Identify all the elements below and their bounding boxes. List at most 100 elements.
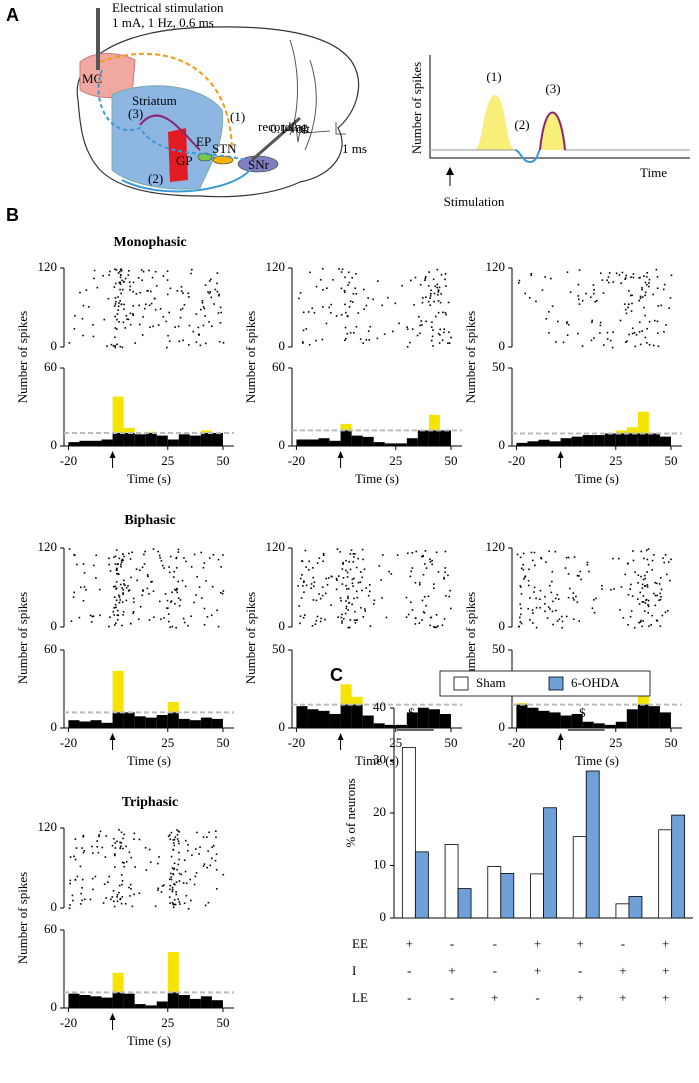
raster-dot [114, 555, 117, 558]
raster-dot [94, 875, 97, 878]
raster-dot [185, 894, 188, 897]
raster-dot [632, 550, 634, 552]
raster-dot [620, 586, 623, 588]
raster-dot [373, 599, 376, 602]
raster-dot [214, 859, 217, 862]
raster-dot [626, 562, 629, 565]
raster-dot [131, 905, 134, 908]
raster-dot [166, 607, 168, 609]
raster-dot [421, 619, 423, 621]
raster-dot [210, 857, 213, 860]
raster-dot [639, 295, 642, 298]
x-tick-label: 50 [664, 735, 677, 750]
raster-dot [174, 326, 176, 328]
raster-dot [422, 555, 425, 558]
condition-sign: + [448, 963, 455, 978]
raster-dot [338, 268, 340, 270]
raster-dot [114, 303, 117, 305]
raster-dot [572, 597, 574, 599]
condition-sign: + [534, 963, 541, 978]
raster-dot [519, 613, 522, 616]
raster-dot [437, 625, 439, 627]
raster-dot [527, 579, 530, 582]
raster-dot [114, 842, 117, 844]
raster-dot [123, 833, 125, 836]
bar [516, 704, 528, 728]
bar [362, 715, 374, 728]
raster-dot [619, 319, 622, 322]
pathway-1 [99, 52, 233, 151]
raster-dot [406, 328, 409, 331]
raster-dot [602, 292, 605, 294]
raster-dot [585, 292, 587, 295]
schematic-xlabel: Time [640, 165, 667, 180]
raster-dot [576, 574, 579, 577]
raster-dot [326, 287, 328, 290]
raster-dot [637, 598, 639, 600]
raster-dot [199, 846, 201, 849]
raster-dot [179, 903, 181, 905]
rec-electrode [251, 116, 301, 162]
raster-dot [644, 294, 646, 297]
raster-dot [71, 894, 74, 897]
raster-dot [177, 548, 180, 551]
raster-dot [198, 853, 200, 855]
raster-dot [128, 886, 130, 889]
raster-dot [121, 861, 124, 864]
raster-dot [638, 321, 641, 324]
stim-arrowhead [337, 733, 344, 740]
stim-title: Electrical stimulation [112, 0, 224, 15]
raster-dot [621, 271, 624, 274]
raster-dot [116, 614, 119, 617]
raster-dot [178, 872, 181, 875]
raster-dot [607, 281, 610, 284]
bar [145, 433, 157, 446]
raster-dot [117, 272, 120, 274]
raster-dot [158, 600, 161, 603]
raster-dot [143, 563, 146, 565]
raster-y-tick-label: 120 [486, 539, 506, 554]
raster-dot [182, 292, 184, 294]
raster-dot [116, 318, 118, 321]
raster-dot [168, 311, 171, 314]
raster-dot [522, 568, 525, 571]
raster-dot [188, 296, 190, 298]
raster-dot [158, 554, 161, 557]
raster-dot [97, 851, 100, 854]
bar [307, 709, 319, 728]
raster-dot [565, 615, 568, 618]
raster-dot [385, 616, 388, 619]
raster-dot [325, 577, 328, 580]
raster-y-tick-label: 0 [279, 338, 286, 353]
raster-dot [529, 618, 531, 621]
raster-dot [567, 323, 570, 326]
bar [406, 712, 418, 728]
raster-dot [123, 303, 125, 306]
raster-dot [304, 549, 307, 552]
raster-dot [593, 292, 595, 295]
bar [582, 721, 594, 728]
raster-dot [111, 844, 114, 847]
raster-dot [175, 891, 177, 893]
raster-dot [122, 281, 125, 283]
raster-dot [533, 591, 535, 593]
raster-dot [187, 344, 190, 346]
raster-dot [602, 344, 605, 346]
raster-dot [211, 846, 214, 848]
x-tick-label: 50 [216, 453, 229, 468]
raster-dot [646, 342, 648, 344]
raster-dot [565, 556, 568, 559]
raster-dot [652, 293, 654, 296]
raster-dot [641, 330, 643, 332]
raster-dot [518, 625, 520, 628]
raster-dot [551, 305, 554, 308]
x-tick-label: 25 [161, 735, 174, 750]
raster-dot [554, 341, 557, 343]
raster-dot [119, 847, 122, 849]
bar [628, 896, 643, 919]
raster-dot [367, 330, 370, 332]
condition-sign: - [578, 963, 582, 978]
raster-dot [114, 336, 116, 339]
raster-dot [651, 614, 653, 617]
raster-dot [524, 575, 527, 578]
